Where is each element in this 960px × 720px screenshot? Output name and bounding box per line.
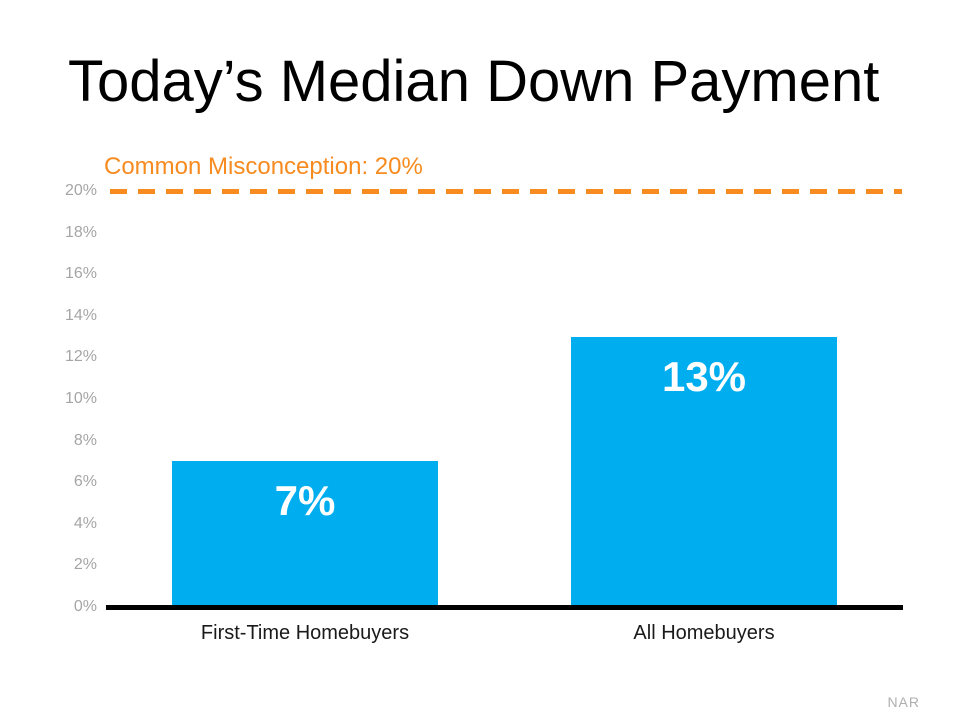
bar-value-label: 7% xyxy=(274,477,336,524)
y-tick-label: 14% xyxy=(64,306,97,324)
source-label: NAR xyxy=(887,694,920,710)
bar-value-label: 13% xyxy=(661,353,747,400)
y-tick-label: 10% xyxy=(64,390,97,407)
y-tick-label: 6% xyxy=(73,473,97,491)
y-tick-label: 12% xyxy=(64,348,97,366)
reference-line xyxy=(110,189,902,194)
bar: 13% xyxy=(571,337,837,606)
y-tick-label: 2% xyxy=(73,556,97,574)
reference-line-label: Common Misconception: 20% xyxy=(104,153,423,180)
x-axis-line xyxy=(106,605,903,610)
x-axis-category-label: All Homebuyers xyxy=(633,622,775,644)
y-tick-label: 18% xyxy=(64,223,97,241)
y-tick-label: 4% xyxy=(73,514,97,532)
x-axis-category-label: First-Time Homebuyers xyxy=(200,622,410,644)
bar: 7% xyxy=(172,461,438,606)
y-tick-label: 8% xyxy=(73,431,97,449)
y-tick-label: 16% xyxy=(64,265,97,283)
y-tick-label: 20% xyxy=(64,182,97,199)
page-title: Today’s Median Down Payment xyxy=(68,49,880,114)
y-tick-label: 0% xyxy=(73,598,97,615)
